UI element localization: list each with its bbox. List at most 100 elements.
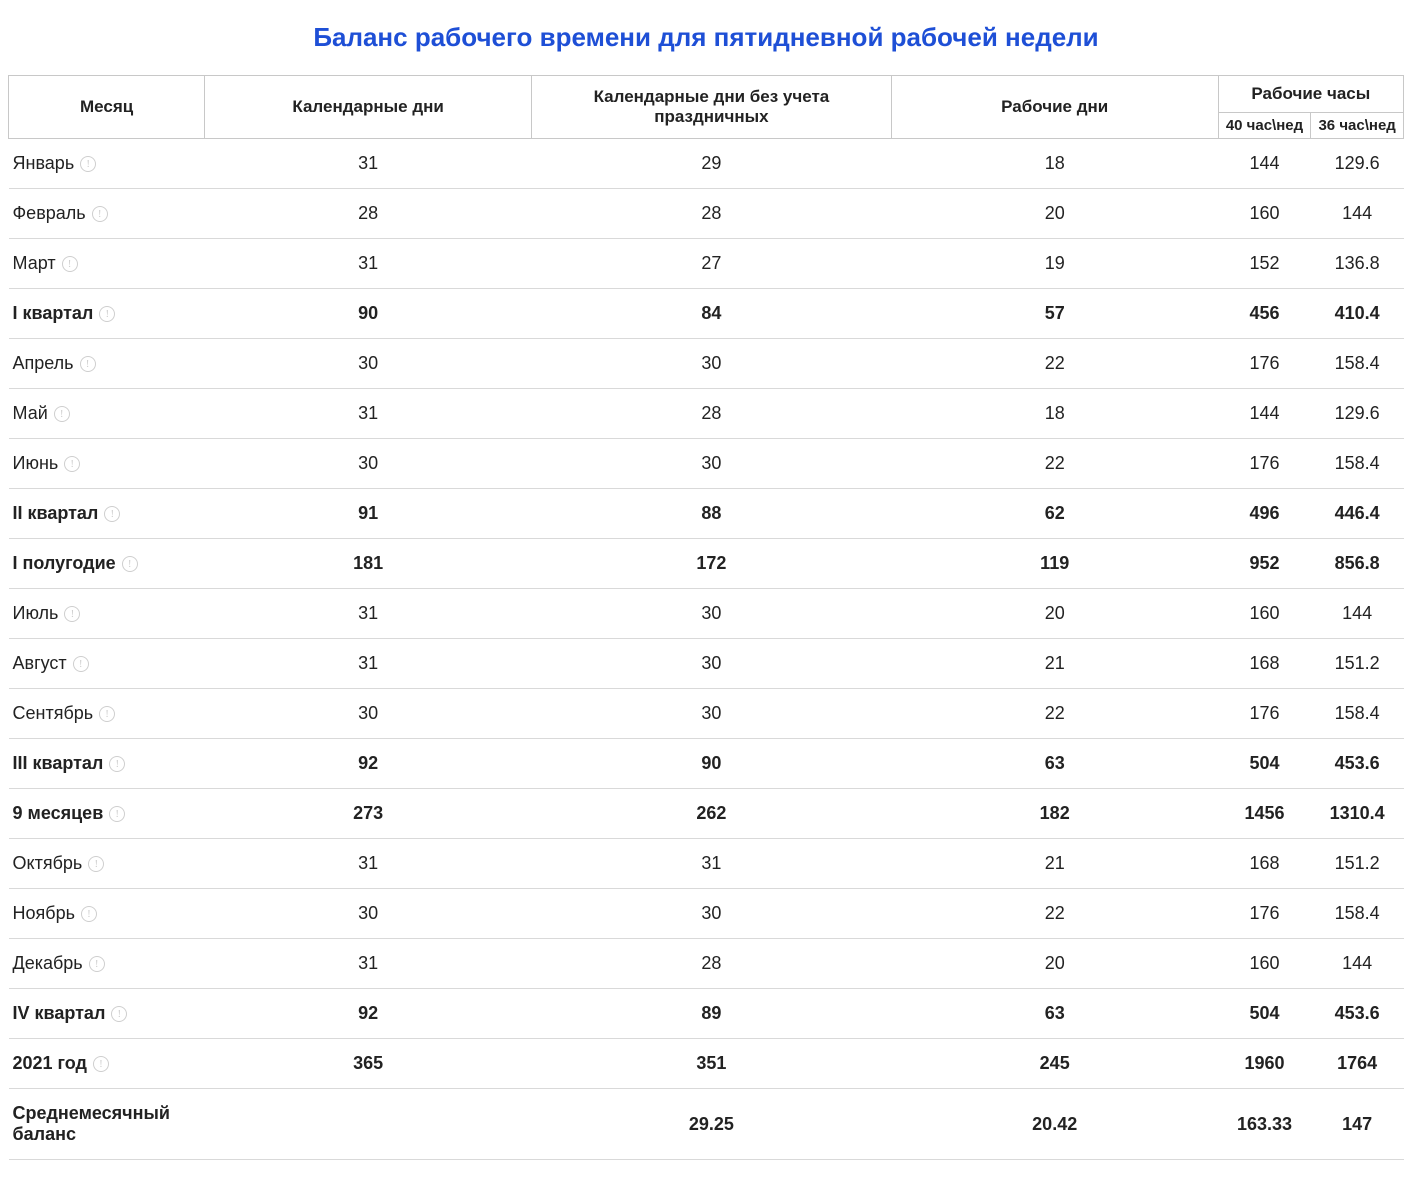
info-icon[interactable]: ! bbox=[80, 356, 96, 372]
table-row: Август!313021168151.2 bbox=[9, 639, 1404, 689]
row-label: Январь! bbox=[9, 139, 205, 189]
info-icon[interactable]: ! bbox=[92, 206, 108, 222]
info-icon[interactable]: ! bbox=[73, 656, 89, 672]
cell-calh: 30 bbox=[532, 339, 892, 389]
cell-cal: 31 bbox=[205, 239, 532, 289]
table-row: II квартал!918862496446.4 bbox=[9, 489, 1404, 539]
cell-h36: 129.6 bbox=[1311, 389, 1404, 439]
table-body: Январь!312918144129.6Февраль!28282016014… bbox=[9, 139, 1404, 1160]
table-row: Март!312719152136.8 bbox=[9, 239, 1404, 289]
info-icon[interactable]: ! bbox=[104, 506, 120, 522]
info-icon[interactable]: ! bbox=[62, 256, 78, 272]
table-row: Май!312818144129.6 bbox=[9, 389, 1404, 439]
cell-cal: 30 bbox=[205, 889, 532, 939]
table-row: IV квартал!928963504453.6 bbox=[9, 989, 1404, 1039]
cell-cal: 365 bbox=[205, 1039, 532, 1089]
table-row: Апрель!303022176158.4 bbox=[9, 339, 1404, 389]
row-label: Декабрь! bbox=[9, 939, 205, 989]
row-label-text: Июль bbox=[13, 603, 59, 623]
row-label-text: Ноябрь bbox=[13, 903, 75, 923]
row-label: Октябрь! bbox=[9, 839, 205, 889]
cell-h40: 144 bbox=[1218, 389, 1311, 439]
cell-calh: 29.25 bbox=[532, 1089, 892, 1160]
info-icon[interactable]: ! bbox=[109, 806, 125, 822]
col-month: Месяц bbox=[9, 76, 205, 139]
info-icon[interactable]: ! bbox=[54, 406, 70, 422]
row-label: 9 месяцев! bbox=[9, 789, 205, 839]
info-icon[interactable]: ! bbox=[122, 556, 138, 572]
cell-h36: 151.2 bbox=[1311, 839, 1404, 889]
row-label-text: I полугодие bbox=[13, 553, 116, 573]
table-row: Июль!313020160144 bbox=[9, 589, 1404, 639]
cell-calh: 30 bbox=[532, 589, 892, 639]
info-icon[interactable]: ! bbox=[93, 1056, 109, 1072]
table-row: Февраль!282820160144 bbox=[9, 189, 1404, 239]
cell-h40: 952 bbox=[1218, 539, 1311, 589]
cell-work: 63 bbox=[891, 989, 1218, 1039]
cell-calh: 30 bbox=[532, 889, 892, 939]
info-icon[interactable]: ! bbox=[89, 956, 105, 972]
cell-h40: 1960 bbox=[1218, 1039, 1311, 1089]
info-icon[interactable]: ! bbox=[99, 306, 115, 322]
cell-cal: 31 bbox=[205, 939, 532, 989]
cell-cal: 31 bbox=[205, 839, 532, 889]
cell-h36: 453.6 bbox=[1311, 989, 1404, 1039]
cell-cal: 31 bbox=[205, 139, 532, 189]
page-title: Баланс рабочего времени для пятидневной … bbox=[8, 22, 1404, 53]
cell-work: 18 bbox=[891, 139, 1218, 189]
row-label-text: 9 месяцев bbox=[13, 803, 104, 823]
col-cal-days-no-holidays: Календарные дни без учета праздничных bbox=[532, 76, 892, 139]
col-work-days: Рабочие дни bbox=[891, 76, 1218, 139]
row-label-text: Август bbox=[13, 653, 67, 673]
row-label: Август! bbox=[9, 639, 205, 689]
cell-h36: 144 bbox=[1311, 189, 1404, 239]
row-label-text: Декабрь bbox=[13, 953, 83, 973]
cell-work: 20 bbox=[891, 589, 1218, 639]
cell-work: 21 bbox=[891, 839, 1218, 889]
info-icon[interactable]: ! bbox=[99, 706, 115, 722]
cell-calh: 90 bbox=[532, 739, 892, 789]
table-row: Октябрь!313121168151.2 bbox=[9, 839, 1404, 889]
cell-h40: 144 bbox=[1218, 139, 1311, 189]
row-label: Среднемесячный баланс bbox=[9, 1089, 205, 1160]
row-label-text: Апрель bbox=[13, 353, 74, 373]
cell-work: 19 bbox=[891, 239, 1218, 289]
cell-cal bbox=[205, 1089, 532, 1160]
cell-calh: 28 bbox=[532, 189, 892, 239]
col-cal-days: Календарные дни bbox=[205, 76, 532, 139]
info-icon[interactable]: ! bbox=[80, 156, 96, 172]
info-icon[interactable]: ! bbox=[88, 856, 104, 872]
info-icon[interactable]: ! bbox=[64, 606, 80, 622]
cell-h40: 496 bbox=[1218, 489, 1311, 539]
info-icon[interactable]: ! bbox=[81, 906, 97, 922]
cell-h40: 176 bbox=[1218, 689, 1311, 739]
cell-calh: 88 bbox=[532, 489, 892, 539]
table-header: Месяц Календарные дни Календарные дни бе… bbox=[9, 76, 1404, 139]
cell-h40: 163.33 bbox=[1218, 1089, 1311, 1160]
balance-table: Месяц Календарные дни Календарные дни бе… bbox=[8, 75, 1404, 1160]
info-icon[interactable]: ! bbox=[109, 756, 125, 772]
cell-h40: 152 bbox=[1218, 239, 1311, 289]
cell-calh: 89 bbox=[532, 989, 892, 1039]
cell-calh: 30 bbox=[532, 639, 892, 689]
cell-h36: 144 bbox=[1311, 939, 1404, 989]
cell-h36: 856.8 bbox=[1311, 539, 1404, 589]
info-icon[interactable]: ! bbox=[111, 1006, 127, 1022]
table-row: Декабрь!312820160144 bbox=[9, 939, 1404, 989]
cell-calh: 30 bbox=[532, 689, 892, 739]
cell-h40: 504 bbox=[1218, 989, 1311, 1039]
cell-h36: 1310.4 bbox=[1311, 789, 1404, 839]
row-label: I квартал! bbox=[9, 289, 205, 339]
cell-cal: 30 bbox=[205, 439, 532, 489]
cell-h36: 144 bbox=[1311, 589, 1404, 639]
table-row: Ноябрь!303022176158.4 bbox=[9, 889, 1404, 939]
cell-calh: 30 bbox=[532, 439, 892, 489]
table-row: Среднемесячный баланс29.2520.42163.33147 bbox=[9, 1089, 1404, 1160]
cell-calh: 28 bbox=[532, 389, 892, 439]
cell-calh: 262 bbox=[532, 789, 892, 839]
row-label-text: II квартал bbox=[13, 503, 99, 523]
cell-h36: 151.2 bbox=[1311, 639, 1404, 689]
info-icon[interactable]: ! bbox=[64, 456, 80, 472]
row-label: Май! bbox=[9, 389, 205, 439]
cell-work: 182 bbox=[891, 789, 1218, 839]
